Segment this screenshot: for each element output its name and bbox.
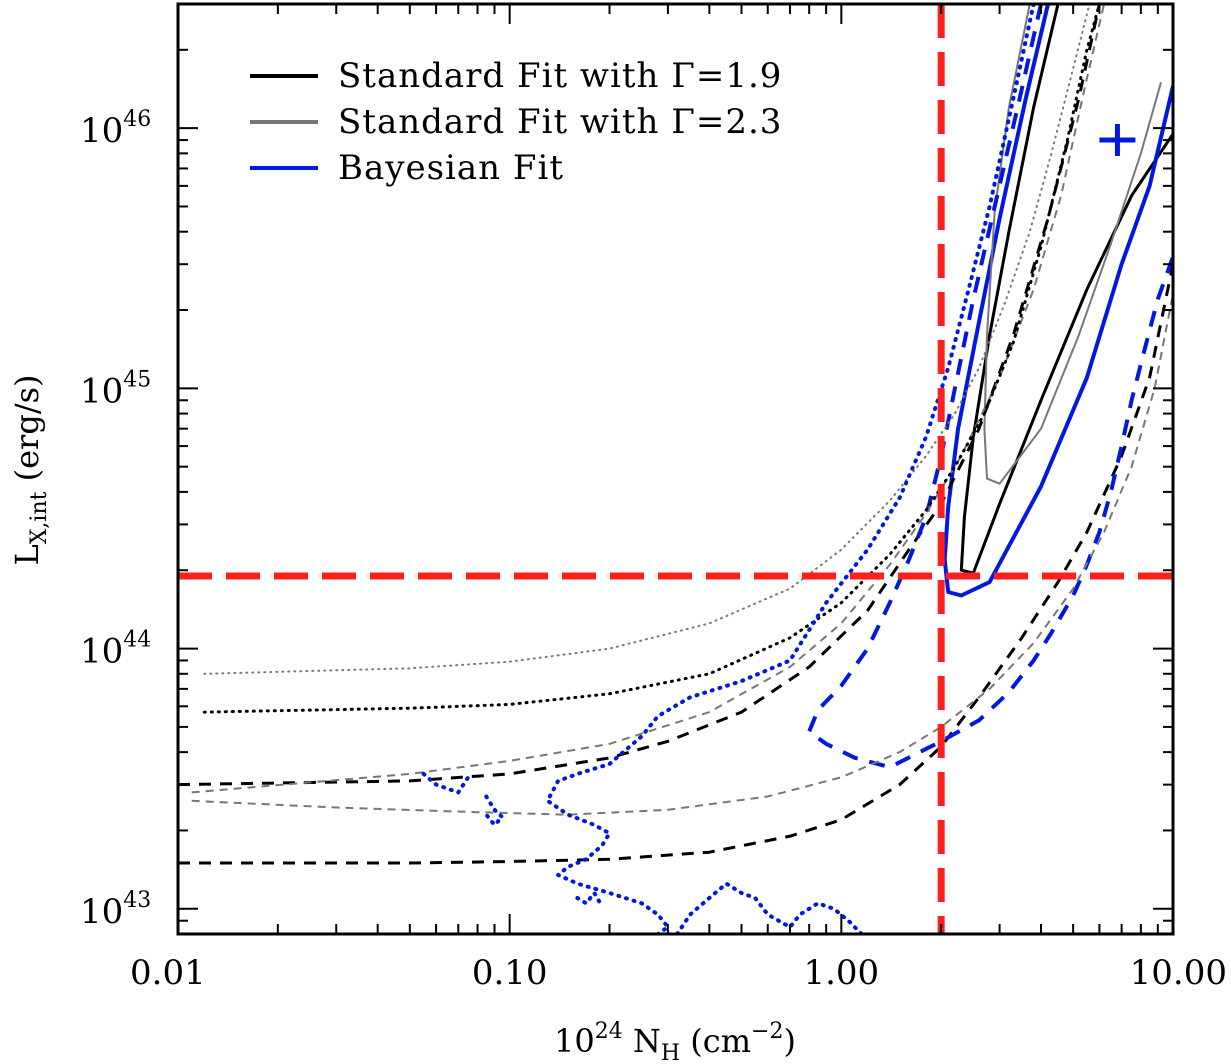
series-line-14 (575, 891, 605, 909)
legend-label: Bayesian Fit (338, 148, 564, 188)
y-axis-title: LX,int (erg/s) (8, 374, 52, 565)
y-title-unit: (erg/s) (8, 374, 46, 491)
series-line-11 (675, 881, 864, 934)
series-line-7 (191, 294, 1173, 816)
y-title-sub: X,int (27, 491, 52, 544)
x-title-unit-open: (cm (680, 1022, 751, 1060)
series-line-3 (178, 4, 1101, 787)
x-tick-label: 0.10 (472, 953, 548, 993)
best-fit-marker (1099, 124, 1136, 157)
series-line-6 (191, 4, 1106, 794)
plot-frame (176, 2, 1175, 936)
y-tick-label: 1044 (80, 628, 151, 672)
series-line-0 (959, 4, 1173, 575)
series-line-13 (484, 794, 505, 827)
series-line-5 (807, 4, 1173, 770)
y-tick-label: 1043 (80, 888, 151, 932)
x-title-main: N (623, 1022, 661, 1060)
legend-label: Standard Fit with Γ=1.9 (338, 56, 782, 96)
x-title-exp: 24 (595, 1019, 623, 1044)
legend-label: Standard Fit with Γ=2.3 (338, 102, 782, 142)
axis-ticks: 0.01 0.10 1.00 10.00 1043 1044 1045 1046 (80, 3, 1227, 993)
legend: Standard Fit with Γ=1.9 Standard Fit with… (250, 56, 782, 188)
x-tick-label: 10.00 (1130, 953, 1227, 993)
x-tick-label: 1.00 (803, 953, 879, 993)
y-tick-label: 1046 (80, 107, 151, 151)
y-tick-label: 1045 (80, 367, 151, 411)
series-line-12 (421, 771, 471, 795)
series-line-10 (545, 4, 1036, 934)
x-axis-title: 1024 NH (cm−2) (554, 1019, 796, 1064)
series-layer (178, 4, 1173, 934)
y-title-main: L (8, 544, 46, 565)
x-title-unit-exp: −2 (751, 1019, 783, 1044)
marker-layer (1099, 124, 1136, 157)
reference-lines (178, 4, 1173, 934)
x-title-unit-close: ) (783, 1022, 795, 1060)
series-line-4 (178, 263, 1173, 865)
series-line-1 (942, 4, 1173, 598)
x-title-sub: H (661, 1041, 680, 1064)
x-tick-label: 0.01 (130, 953, 206, 993)
x-title-base: 10 (554, 1022, 595, 1060)
series-line-2 (983, 4, 1162, 485)
series-line-8 (202, 4, 1101, 714)
